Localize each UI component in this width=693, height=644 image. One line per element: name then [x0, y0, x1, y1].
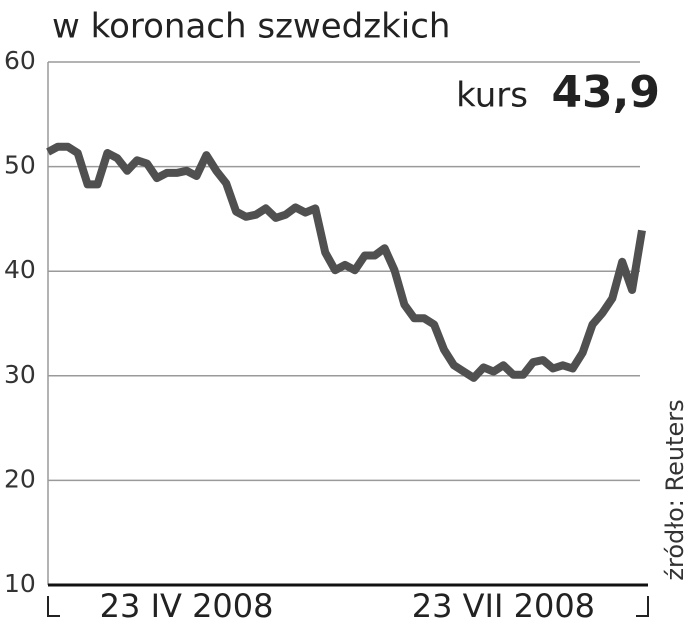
data-line	[46, 142, 646, 382]
y-tick-label: 50	[4, 151, 36, 180]
axis-bracket	[47, 596, 649, 617]
y-tick-label: 30	[4, 360, 36, 389]
y-tick-label: 20	[4, 464, 36, 493]
y-tick-label: 10	[4, 569, 36, 598]
annotation-label: kurs	[456, 76, 528, 116]
y-tick-label: 60	[4, 46, 36, 75]
y-tick-label: 40	[4, 255, 36, 284]
annotation-value: 43,9	[551, 67, 660, 118]
source: źródło: Reuters	[661, 399, 689, 580]
x-tick-label: 23 VII 2008	[412, 587, 595, 625]
x-tick-label: 23 IV 2008	[100, 587, 274, 625]
chart-title: w koronach szwedzkich	[52, 7, 450, 47]
